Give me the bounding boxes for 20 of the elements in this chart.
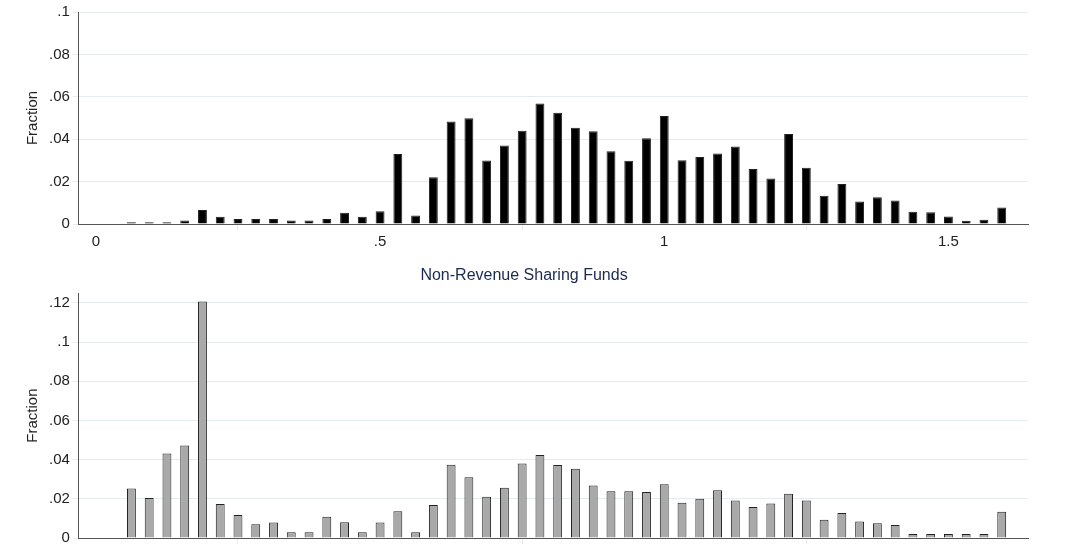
- x-tick-label: 1.5: [938, 232, 959, 250]
- y-tick-label: .06: [48, 86, 70, 104]
- y-tick-label: .1: [57, 332, 70, 350]
- x-tick-label: 1: [660, 232, 669, 250]
- x-tick-label: .5: [373, 232, 387, 250]
- y-tick-label: 0: [61, 214, 70, 232]
- y-tick-label: .02: [48, 488, 70, 506]
- y-tick-label: 0: [61, 528, 70, 546]
- y-tick-label: .06: [48, 410, 70, 428]
- y-tick-label: .02: [48, 171, 70, 189]
- y-tick-label: .04: [48, 129, 70, 147]
- x-tick-label: 0: [91, 232, 101, 250]
- y-tick-label: .08: [48, 371, 70, 389]
- y-tick-label: .08: [48, 44, 70, 62]
- y-axis-title: Fraction: [23, 388, 41, 443]
- chart-title: Non-Revenue Sharing Funds: [420, 266, 628, 284]
- y-tick-label: .12: [48, 293, 70, 311]
- y-tick-label: .1: [57, 2, 70, 20]
- y-axis-title: Fraction: [23, 90, 41, 146]
- y-tick-label: .04: [48, 449, 70, 467]
